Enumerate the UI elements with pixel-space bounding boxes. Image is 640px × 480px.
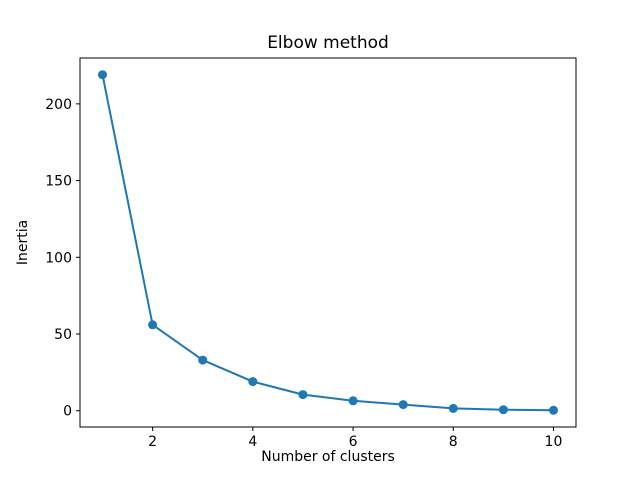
x-axis-ticks: 2 4 6 8 10	[148, 427, 562, 450]
data-point-marker	[549, 405, 558, 415]
data-point-marker	[448, 403, 458, 413]
y-tick-label: 200	[45, 97, 72, 113]
y-tick-label: 0	[63, 404, 72, 420]
data-point-marker	[248, 377, 258, 387]
x-tick-label: 2	[148, 434, 157, 450]
data-point-marker	[398, 400, 408, 410]
y-axis-ticks: 0 50 100 150 200	[45, 97, 80, 420]
data-point-marker	[148, 320, 158, 330]
y-tick-label: 150	[45, 174, 72, 190]
plot-area-frame	[79, 57, 577, 428]
data-point-marker	[498, 405, 508, 415]
data-series	[98, 70, 558, 415]
x-tick-label: 10	[545, 434, 563, 450]
y-axis-label: Inertia	[15, 220, 31, 265]
x-tick-label: 8	[449, 434, 458, 450]
data-point-marker	[348, 396, 358, 406]
y-tick-label: 50	[54, 327, 72, 343]
data-point-marker	[198, 355, 208, 365]
x-tick-label: 4	[248, 434, 257, 450]
chart-title: Elbow method	[267, 33, 389, 53]
x-axis-label: Number of clusters	[261, 449, 395, 465]
data-point-marker	[298, 390, 308, 400]
y-tick-label: 100	[45, 250, 72, 266]
data-point-marker	[98, 70, 107, 80]
series-line	[101, 73, 555, 412]
x-tick-label: 6	[349, 434, 358, 450]
